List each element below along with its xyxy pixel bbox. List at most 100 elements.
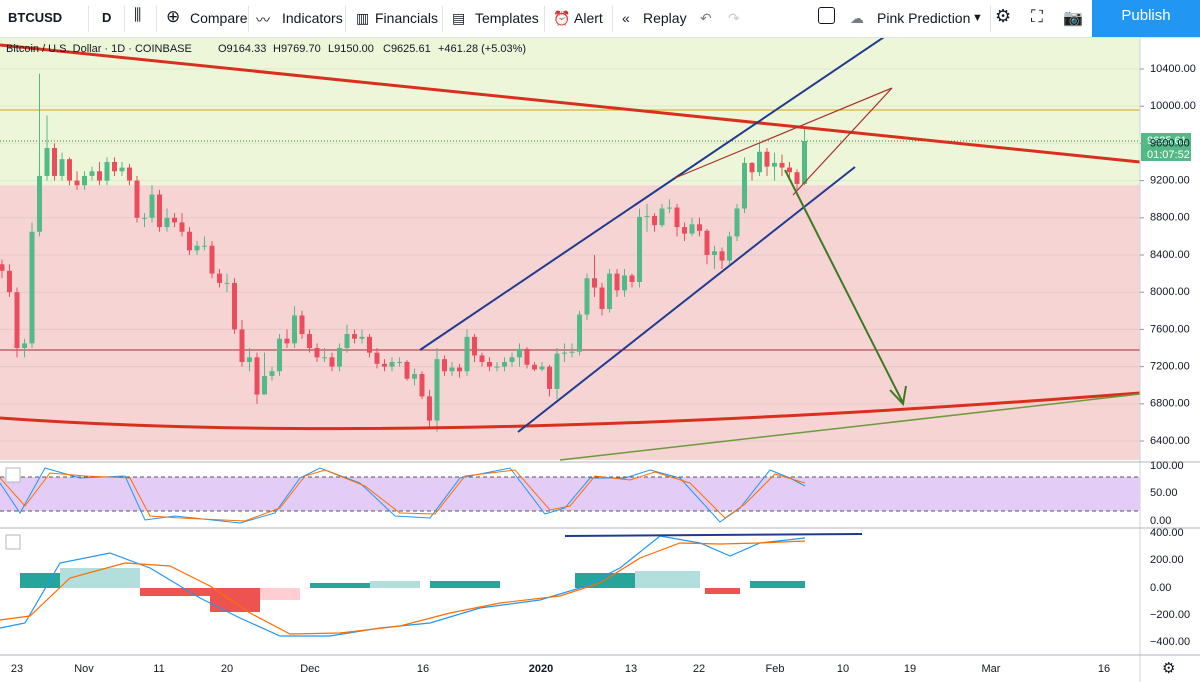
x-tick-label: 19 [904, 663, 916, 675]
y-tick-label: 7600.00 [1150, 323, 1190, 335]
candle-body [97, 171, 102, 181]
replay-button[interactable]: Replay [643, 10, 687, 26]
green-trend-line [559, 393, 1141, 461]
interval[interactable]: D [102, 10, 112, 25]
candle-body [149, 194, 155, 218]
x-tick-label: 2020 [529, 663, 553, 675]
candle-body [374, 352, 380, 364]
divergence-line [564, 533, 863, 537]
candle-body [344, 334, 350, 349]
y-tick-label: 8800.00 [1150, 212, 1190, 224]
macd-axis-label: 200.00 [1150, 554, 1184, 566]
indicators-icon[interactable]: 〰 [256, 12, 270, 28]
financials-button[interactable]: Financials [375, 10, 439, 26]
candle-body [7, 270, 12, 293]
candle-body [607, 273, 612, 309]
fullscreen-button[interactable]: ⛶ [1031, 7, 1043, 26]
x-tick-label: 23 [11, 663, 23, 675]
candle-body [584, 278, 590, 315]
candle-body [502, 361, 507, 367]
hist-block [60, 568, 140, 588]
y-tick-label: 6400.00 [1150, 435, 1190, 447]
channel-upper [419, 38, 885, 351]
undo-button[interactable]: ↶ [700, 10, 712, 26]
candle-body [397, 361, 402, 363]
candle-body [14, 292, 20, 349]
candle-body [419, 374, 425, 397]
signal-line [0, 540, 806, 635]
macd-axis-label: 400.00 [1150, 527, 1184, 539]
candle-body [697, 224, 702, 231]
checkbox[interactable] [818, 7, 835, 24]
upper-zone [0, 38, 1140, 186]
candle-body [682, 227, 687, 234]
templates-icon[interactable]: ▤ [452, 10, 466, 26]
legend-change: +461.28 (+5.03%) [438, 43, 526, 55]
legend-open: O9164.33 [218, 43, 266, 55]
macd-axis-label: −400.00 [1150, 636, 1190, 648]
pane-toggle[interactable] [5, 467, 21, 483]
candle-body [644, 215, 650, 217]
publish-button[interactable]: Publish [1092, 0, 1200, 37]
symbol[interactable]: BTCUSD [8, 10, 63, 25]
hist-block [750, 581, 805, 588]
separator [442, 6, 443, 32]
settings-gear[interactable]: ⚙ [1162, 660, 1175, 677]
snapshot-button[interactable]: 📷 [1063, 10, 1083, 27]
settings-button[interactable]: ⚙ [995, 6, 1012, 26]
candle-body [367, 336, 372, 353]
candle-body [689, 224, 695, 234]
layout-name[interactable]: Pink Prediction [877, 10, 971, 26]
macd-axis-label: −200.00 [1150, 609, 1190, 621]
x-tick-label: 16 [1098, 663, 1110, 675]
candle-body [269, 371, 275, 376]
hist-block [20, 573, 60, 588]
candle-body [764, 151, 770, 167]
candle-body [187, 231, 192, 251]
candle-body [82, 175, 87, 186]
pane-toggle[interactable] [5, 534, 21, 550]
candle-body [359, 336, 365, 339]
templates-button[interactable]: Templates [475, 10, 539, 26]
alert-button[interactable]: Alert [574, 10, 603, 26]
x-tick-label: Feb [766, 663, 785, 675]
channel-lower [517, 166, 856, 433]
chart-style-icon[interactable]: ⫼ [134, 7, 142, 24]
candle-body [569, 351, 575, 353]
candle-body [757, 151, 762, 173]
candle-body [472, 336, 477, 356]
candle-body [719, 251, 725, 261]
candle-body [239, 329, 245, 362]
alert-icon[interactable]: ⏰ [553, 10, 571, 26]
candle-body [794, 172, 800, 184]
indicators-button[interactable]: Indicators [282, 10, 343, 26]
separator [990, 6, 991, 32]
candle-body [299, 315, 305, 335]
redo-button[interactable]: ↷ [728, 10, 740, 26]
candle-body [802, 141, 807, 184]
candle-body [292, 315, 297, 344]
replay-icon[interactable]: « [622, 10, 630, 26]
hist-block [635, 571, 700, 588]
separator [248, 6, 249, 32]
y-tick-label: 10400.00 [1150, 63, 1196, 75]
compare-button[interactable]: Compare [190, 10, 248, 26]
candle-body [29, 231, 35, 344]
y-tick-label: 8000.00 [1150, 286, 1190, 298]
layout-menu-arrow[interactable]: ▼ [972, 12, 983, 24]
candle-body [457, 367, 462, 372]
wedge-lower [792, 87, 893, 196]
candle-body [389, 361, 395, 367]
x-tick-label: 16 [417, 663, 429, 675]
hist-block [705, 588, 740, 594]
candle-body [127, 167, 132, 181]
macd-line [0, 535, 806, 637]
financials-icon[interactable]: ▥ [356, 10, 370, 26]
candle-body [637, 216, 642, 282]
candle-body [674, 207, 680, 228]
candle-body [592, 278, 597, 288]
candle-body [494, 366, 500, 368]
candle-body [224, 282, 230, 284]
cloud-icon[interactable]: ☁ [850, 10, 864, 26]
compare-icon[interactable]: ⊕ [166, 7, 181, 26]
